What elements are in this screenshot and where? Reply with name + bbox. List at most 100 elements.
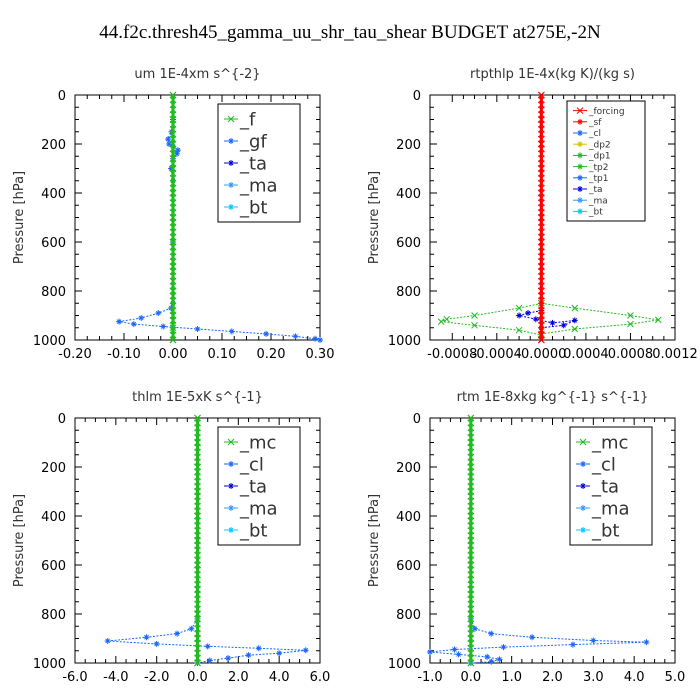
data-point (263, 330, 270, 337)
series-line (439, 302, 542, 336)
legend-entry: _ta (239, 476, 267, 497)
data-point (538, 253, 545, 261)
x-tick-label: -0.20 (58, 347, 92, 362)
legend-marker (228, 138, 234, 144)
legend-marker (577, 118, 583, 125)
data-point (467, 527, 475, 535)
data-point (194, 605, 201, 613)
data-point (467, 434, 475, 441)
data-point (538, 258, 545, 265)
data-point (467, 419, 475, 427)
data-point (538, 336, 545, 344)
chart-title: rtm 1E-8xkg kg^{-1} s^{-1} (457, 390, 649, 405)
data-point (169, 263, 177, 270)
data-point (169, 121, 177, 128)
data-point (467, 635, 475, 642)
y-tick-label: 400 (396, 187, 421, 202)
y-tick-label: 200 (396, 461, 421, 476)
data-point (467, 468, 475, 476)
data-point (169, 336, 177, 344)
legend-entry: _ta (239, 153, 267, 174)
data-point (194, 581, 201, 588)
data-point (538, 130, 545, 138)
chart-panel-4: rtm 1E-8xkg kg^{-1} s^{-1} Pressure [hPa]… (367, 390, 685, 685)
legend-marker (577, 208, 583, 215)
x-tick-label: 4.0 (624, 670, 645, 685)
y-axis-label: Pressure [hPa] (12, 171, 27, 264)
legend-marker (580, 505, 586, 511)
y-tick-label: 1000 (33, 657, 66, 672)
legend-marker (228, 182, 234, 188)
data-point (194, 468, 201, 476)
x-tick-label: 2.0 (228, 670, 249, 685)
legend-marker (580, 527, 586, 533)
data-point (194, 659, 201, 667)
data-point (538, 326, 545, 334)
data-point (467, 507, 475, 515)
data-point (153, 640, 160, 647)
data-point (538, 287, 545, 295)
data-point (437, 318, 445, 325)
x-tick-label: 0.0004 (563, 347, 609, 362)
data-point (467, 429, 475, 437)
data-point (204, 643, 211, 650)
y-tick-label: 200 (41, 138, 66, 153)
y-tick-label: 1000 (33, 334, 66, 349)
data-point (194, 654, 201, 662)
data-point (560, 322, 567, 329)
data-point (169, 145, 177, 153)
legend-entry: _gf (239, 131, 267, 152)
data-point (627, 320, 634, 328)
legend-entry: _ma (239, 498, 278, 519)
data-point (166, 141, 173, 147)
data-point (538, 214, 545, 221)
data-point (538, 302, 545, 310)
data-point (169, 277, 177, 285)
legend: _f_gf_ta_ma_bt (217, 103, 301, 223)
data-point (169, 312, 177, 319)
data-point (467, 659, 475, 667)
data-point (169, 174, 177, 182)
data-point (169, 96, 177, 104)
data-point (467, 586, 475, 593)
data-point (467, 488, 475, 495)
data-point (194, 551, 201, 559)
data-point (538, 248, 545, 256)
legend-entry: _cl (588, 129, 601, 139)
data-point (194, 512, 201, 520)
data-point (443, 315, 451, 323)
data-point (194, 644, 201, 652)
data-point (160, 323, 167, 330)
data-point (169, 140, 177, 148)
x-tick-label: 5.0 (665, 670, 686, 685)
data-point (538, 317, 545, 324)
legend-entry: _ta (591, 476, 619, 497)
legend-marker (227, 115, 235, 123)
data-point (538, 165, 545, 172)
legend-entry: _forcing (588, 107, 625, 117)
data-point (173, 150, 180, 157)
legend-entry: _dp1 (588, 152, 611, 162)
data-point (538, 292, 545, 300)
data-point (538, 106, 545, 114)
data-point (590, 637, 597, 644)
data-point (194, 448, 201, 456)
x-tick-label: 0.0 (460, 670, 481, 685)
x-tick-label: 0.10 (208, 347, 237, 362)
x-tick-label: 4.0 (269, 670, 290, 685)
data-point (169, 106, 177, 114)
data-point (467, 512, 475, 520)
data-point (467, 610, 475, 618)
data-point (169, 326, 177, 334)
data-point (538, 101, 545, 109)
data-point (169, 199, 177, 207)
data-point (538, 121, 545, 128)
data-point (194, 610, 201, 618)
data-point (194, 542, 201, 549)
y-tick-label: 400 (396, 510, 421, 525)
data-point (194, 488, 201, 495)
x-tick-label: 0.00 (159, 347, 188, 362)
data-point (538, 204, 545, 212)
data-point (467, 414, 475, 422)
data-point (467, 600, 475, 608)
